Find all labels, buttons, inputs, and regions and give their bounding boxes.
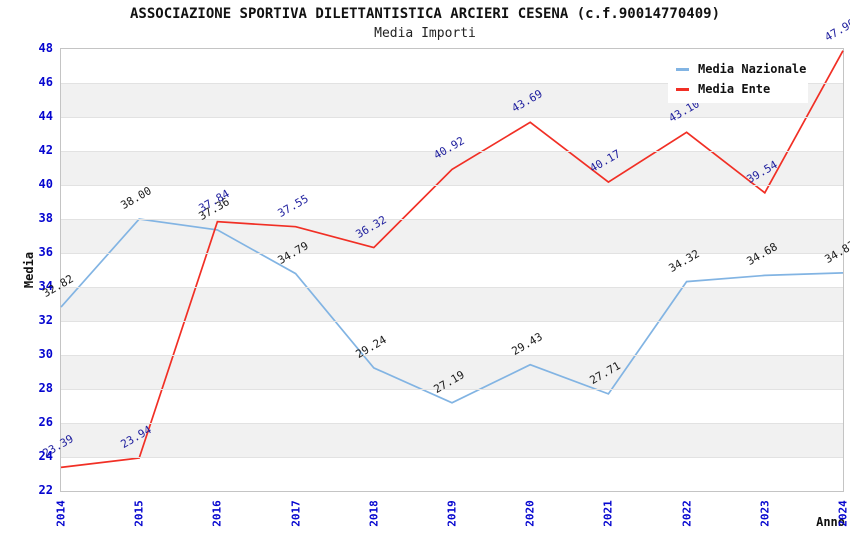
series-lines — [60, 50, 844, 469]
x-tick-label: 2023 — [758, 500, 772, 527]
gridline — [61, 456, 843, 458]
y-tick-label: 46 — [38, 75, 53, 89]
gridline — [61, 354, 843, 356]
legend: Media Nazionale Media Ente — [668, 57, 808, 103]
y-tick-label: 34 — [38, 279, 53, 293]
y-tick-label: 36 — [38, 245, 53, 259]
x-tick-label: 2024 — [836, 500, 850, 527]
x-tick-label: 2016 — [210, 500, 224, 527]
x-tick-label: 2015 — [132, 500, 146, 527]
legend-label: Media Ente — [698, 82, 771, 96]
gridline — [61, 286, 843, 288]
legend-item-nazionale: Media Nazionale — [668, 59, 808, 79]
y-tick-label: 40 — [38, 177, 53, 191]
gridline — [61, 82, 843, 84]
gridline — [61, 150, 843, 152]
legend-item-ente: Media Ente — [668, 79, 808, 99]
gridline — [61, 320, 843, 322]
line-series-0 — [60, 218, 844, 404]
chart-subtitle: Media Importi — [374, 26, 476, 41]
y-tick-label: 42 — [38, 143, 53, 157]
x-tick-label: 2018 — [367, 500, 381, 527]
x-axis-title: Anno — [816, 515, 845, 529]
x-tick-label: 2020 — [523, 500, 537, 527]
gridline — [61, 184, 843, 186]
y-tick-label: 48 — [38, 41, 53, 55]
x-tick-label: 2017 — [289, 500, 303, 527]
gridline — [61, 252, 843, 254]
y-tick-label: 26 — [38, 415, 53, 429]
y-tick-label: 30 — [38, 347, 53, 361]
y-tick-label: 24 — [38, 449, 53, 463]
y-tick-label: 44 — [38, 109, 53, 123]
y-tick-label: 22 — [38, 483, 53, 497]
y-tick-label: 32 — [38, 313, 53, 327]
x-tick-label: 2019 — [445, 500, 459, 527]
gridline — [61, 116, 843, 118]
legend-label: Media Nazionale — [698, 62, 807, 76]
x-tick-label: 2014 — [54, 500, 68, 527]
y-tick-label: 38 — [38, 211, 53, 225]
line-series-1 — [60, 50, 844, 469]
chart-title: ASSOCIAZIONE SPORTIVA DILETTANTISTICA AR… — [129, 6, 720, 22]
gridline — [61, 422, 843, 424]
gridline — [61, 218, 843, 220]
y-tick-label: 28 — [38, 381, 53, 395]
gridline — [61, 388, 843, 390]
plot-area: Media Anno 48 46 44 42 40 38 36 34 32 30 28 26 24 22 2… — [22, 16, 850, 529]
x-tick-label: 2021 — [601, 500, 615, 527]
line-swatch-nazionale — [676, 67, 689, 71]
x-tick-label: 2022 — [680, 500, 694, 527]
line-swatch-ente — [676, 87, 689, 91]
